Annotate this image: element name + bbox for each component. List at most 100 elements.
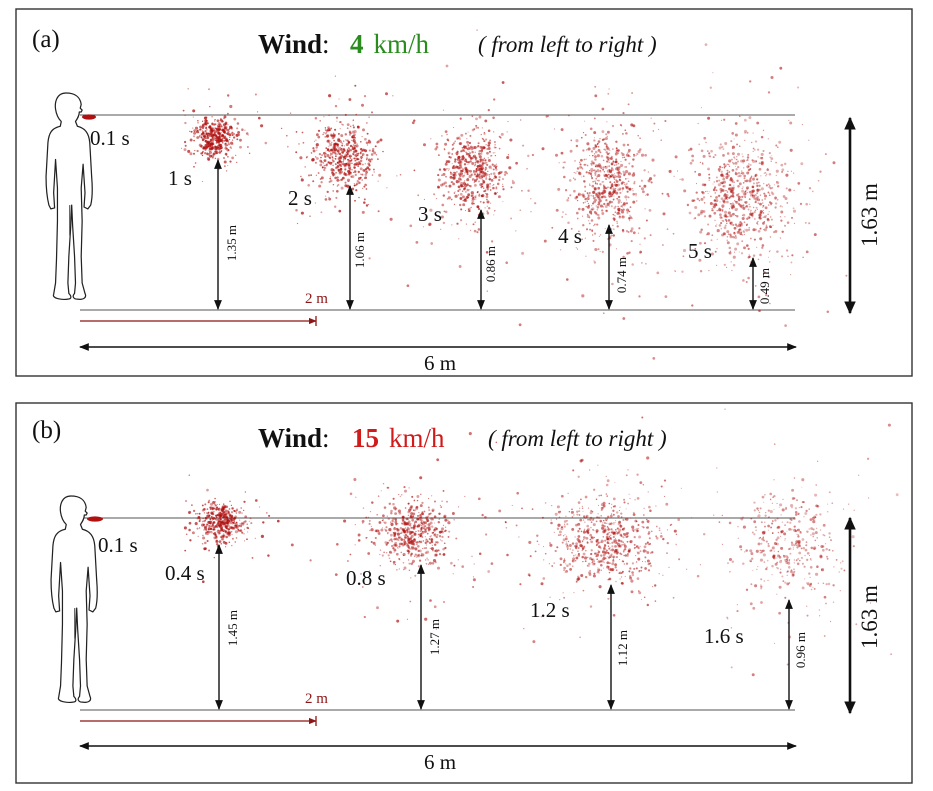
droplet [485, 176, 488, 178]
droplet [400, 538, 402, 540]
droplet [732, 255, 736, 259]
droplet [819, 555, 823, 558]
droplet [586, 541, 589, 544]
droplet [722, 177, 726, 181]
droplet [586, 142, 590, 146]
droplet [825, 583, 828, 586]
droplet [490, 172, 493, 176]
droplet [584, 190, 587, 193]
droplet [319, 163, 323, 167]
droplet [767, 191, 770, 193]
droplet [361, 173, 364, 176]
droplet [433, 605, 437, 609]
droplet [208, 499, 211, 502]
droplet [608, 567, 612, 571]
droplet [511, 181, 515, 185]
droplet [638, 227, 641, 230]
droplet [593, 131, 597, 135]
droplet [431, 562, 435, 565]
droplet [610, 205, 613, 208]
droplet [254, 537, 256, 540]
droplet [743, 231, 746, 234]
droplet [416, 518, 419, 521]
droplet [710, 252, 714, 256]
droplet [335, 142, 339, 146]
droplet [201, 154, 204, 157]
droplet [210, 530, 212, 533]
droplet [721, 217, 723, 219]
droplet [249, 517, 252, 520]
droplet [355, 144, 359, 148]
droplet [336, 161, 339, 164]
droplet [813, 233, 817, 237]
droplet [618, 179, 621, 181]
droplet [354, 144, 356, 147]
droplet [666, 192, 670, 196]
droplet [699, 161, 702, 164]
droplet [887, 423, 891, 427]
droplet [585, 158, 587, 160]
droplet [405, 528, 408, 532]
droplet [204, 140, 208, 144]
droplet [654, 584, 657, 587]
droplet [563, 161, 566, 164]
droplet [752, 147, 755, 150]
droplet [758, 217, 762, 220]
droplet [312, 147, 315, 150]
droplet [784, 538, 786, 540]
droplet [419, 549, 422, 553]
droplet [424, 528, 426, 531]
droplet [577, 550, 579, 552]
droplet [562, 538, 566, 542]
droplet [599, 560, 602, 563]
droplet [350, 175, 353, 178]
droplet [562, 166, 565, 169]
droplet [218, 136, 222, 139]
droplet [662, 244, 664, 246]
droplet [434, 500, 436, 503]
droplet [396, 619, 400, 623]
droplet [575, 542, 578, 546]
droplet [727, 618, 729, 620]
droplet [744, 179, 747, 182]
droplet [489, 178, 492, 180]
droplet [793, 222, 796, 224]
droplet [184, 549, 187, 552]
droplet [693, 199, 696, 202]
droplet [322, 162, 325, 164]
droplet [220, 536, 223, 539]
droplet [458, 265, 462, 268]
droplet [762, 129, 765, 132]
droplet [638, 569, 641, 572]
droplet [215, 151, 219, 155]
droplet [360, 103, 365, 107]
droplet [332, 160, 335, 163]
droplet [600, 503, 604, 507]
droplet [536, 540, 539, 543]
droplet [742, 230, 745, 233]
droplet [325, 134, 329, 138]
droplet [204, 123, 208, 126]
droplet [471, 115, 474, 118]
droplet [582, 589, 585, 592]
droplet [732, 235, 735, 239]
droplet [399, 536, 402, 539]
droplet [211, 127, 215, 130]
droplet [767, 544, 770, 548]
droplet [633, 155, 635, 157]
droplet [708, 270, 710, 272]
droplet [700, 149, 704, 153]
droplet [723, 193, 727, 197]
droplet [609, 157, 613, 160]
droplet [334, 176, 337, 180]
droplet [466, 188, 470, 192]
droplet [765, 567, 768, 571]
droplet [201, 126, 205, 129]
droplet [505, 521, 507, 524]
droplet [466, 140, 470, 144]
droplet [563, 596, 566, 599]
droplet [468, 154, 471, 157]
droplet [236, 510, 238, 512]
droplet [454, 191, 456, 193]
droplet [218, 540, 222, 543]
